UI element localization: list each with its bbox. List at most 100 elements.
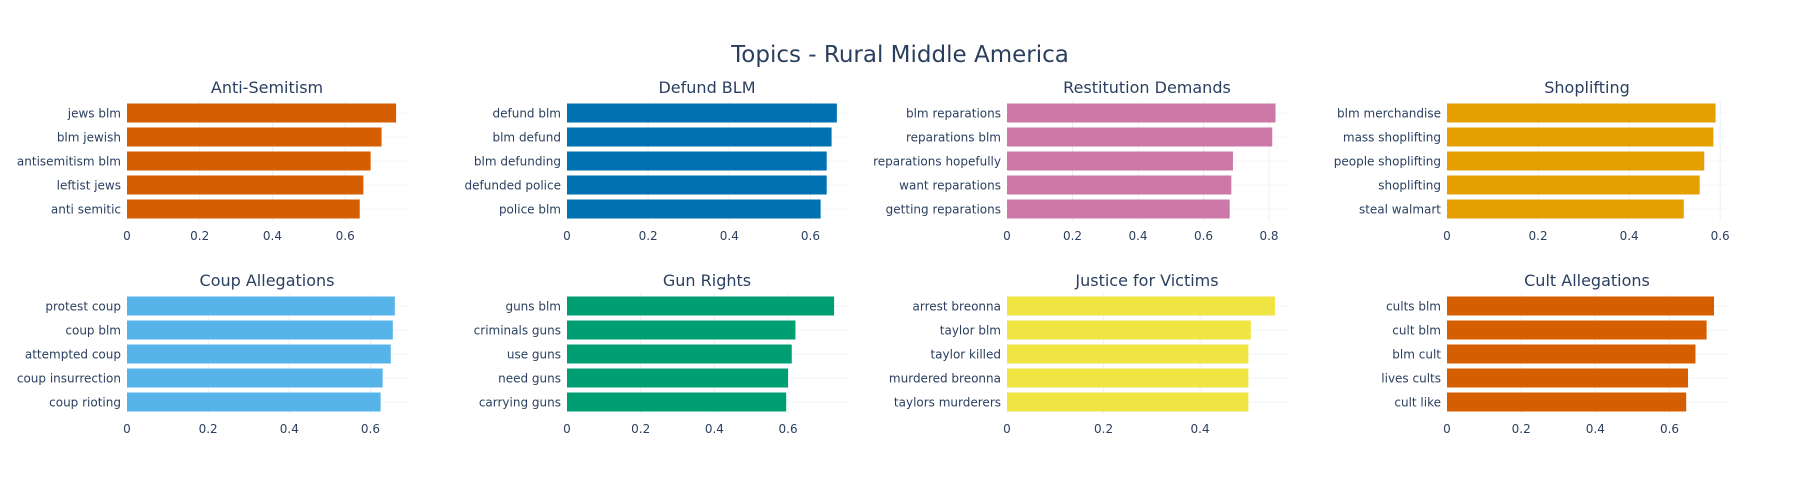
category-label: steal walmart (1359, 203, 1441, 217)
bar (1447, 296, 1715, 316)
category-label: reparations hopefully (873, 155, 1001, 169)
tick-label: 0.6 (1194, 229, 1213, 243)
tick-label: 0.4 (1620, 229, 1639, 243)
tick-label: 0 (1003, 229, 1011, 243)
bar (127, 151, 371, 171)
category-label: taylors murderers (894, 396, 1001, 410)
bar (567, 199, 821, 219)
category-label: anti semitic (51, 203, 121, 217)
subplot-2: Defund BLM defund blm blm defund blm defund… (465, 78, 847, 243)
tick-label: 0.6 (361, 422, 380, 436)
tick-label: 0 (563, 422, 571, 436)
category-label: getting reparations (886, 203, 1001, 217)
category-label: people shoplifting (1334, 155, 1441, 169)
bar (1007, 296, 1275, 316)
tick-label: 0.6 (1660, 422, 1679, 436)
category-label: protest coup (45, 300, 121, 314)
bar (127, 296, 395, 316)
category-label: blm merchandise (1337, 107, 1441, 121)
category-label: cult like (1394, 396, 1441, 410)
tick-label: 0.4 (705, 422, 724, 436)
bar (1447, 199, 1684, 219)
bar (567, 127, 832, 147)
bar (1007, 103, 1276, 123)
tick-label: 0.2 (639, 229, 658, 243)
category-label: murdered breonna (889, 372, 1001, 386)
bar (1447, 103, 1716, 123)
subplot-title: Anti-Semitism (211, 78, 323, 97)
tick-label: 0 (123, 422, 131, 436)
bar (127, 392, 381, 412)
category-label: carrying guns (479, 396, 561, 410)
tick-label: 0 (123, 229, 131, 243)
category-label: defunded police (465, 179, 561, 193)
bar (127, 344, 391, 364)
category-label: use guns (507, 348, 561, 362)
category-label: blm cult (1392, 348, 1441, 362)
subplot-8: Cult Allegations cults blm cult blm blm cul… (1381, 271, 1727, 436)
category-label: arrest breonna (913, 300, 1001, 314)
category-label: cults blm (1386, 300, 1441, 314)
tick-label: 0.4 (1191, 422, 1210, 436)
subplot-title: Gun Rights (663, 271, 751, 290)
bar (567, 344, 792, 364)
bar (567, 392, 787, 412)
chart-main-title: Topics - Rural Middle America (731, 42, 1069, 68)
category-label: police blm (499, 203, 561, 217)
tick-label: 0.2 (1063, 229, 1082, 243)
tick-label: 0 (563, 229, 571, 243)
tick-label: 0.2 (1094, 422, 1113, 436)
tick-label: 0 (1003, 422, 1011, 436)
category-label: jews blm (67, 107, 121, 121)
category-label: coup insurrection (17, 372, 121, 386)
bar (567, 320, 796, 340)
tick-label: 0.2 (631, 422, 650, 436)
bar (127, 127, 382, 147)
subplot-1: Anti-Semitism jews blm blm jewish antisemit… (17, 78, 407, 243)
tick-label: 0.4 (1128, 229, 1147, 243)
category-label: criminals guns (474, 324, 561, 338)
tick-label: 0.2 (1529, 229, 1548, 243)
tick-label: 0.2 (199, 422, 218, 436)
subplot-title: Shoplifting (1544, 78, 1630, 97)
category-label: want reparations (899, 179, 1001, 193)
tick-label: 0.6 (1711, 229, 1730, 243)
bar (567, 175, 827, 195)
category-label: antisemitism blm (17, 155, 121, 169)
category-label: need guns (498, 372, 561, 386)
category-label: taylor blm (940, 324, 1001, 338)
bar (127, 320, 393, 340)
bar (1447, 392, 1687, 412)
tick-label: 0.4 (263, 229, 282, 243)
bar (127, 199, 360, 219)
category-label: shoplifting (1378, 179, 1441, 193)
bar (1447, 344, 1696, 364)
tick-label: 0.8 (1259, 229, 1278, 243)
subplot-title: Justice for Victims (1074, 271, 1218, 290)
tick-label: 0.4 (280, 422, 299, 436)
category-label: coup rioting (49, 396, 121, 410)
bar (567, 151, 827, 171)
bar (1007, 127, 1273, 147)
subplot-title: Restitution Demands (1063, 78, 1231, 97)
bar (567, 368, 789, 388)
bar (127, 175, 364, 195)
bar (1447, 151, 1705, 171)
category-label: mass shoplifting (1343, 131, 1441, 145)
category-label: attempted coup (25, 348, 121, 362)
category-label: defund blm (492, 107, 561, 121)
subplot-3: Restitution Demands blm reparations repara… (873, 78, 1287, 243)
tick-label: 0 (1443, 229, 1451, 243)
subplot-title: Cult Allegations (1524, 271, 1650, 290)
category-label: blm defunding (474, 155, 561, 169)
tick-label: 0.4 (1586, 422, 1605, 436)
subplot-title: Defund BLM (658, 78, 755, 97)
bar (1007, 344, 1249, 364)
bar (1007, 175, 1232, 195)
category-label: guns blm (505, 300, 561, 314)
category-label: taylor killed (930, 348, 1001, 362)
category-label: leftist jews (57, 179, 121, 193)
bar (127, 368, 383, 388)
